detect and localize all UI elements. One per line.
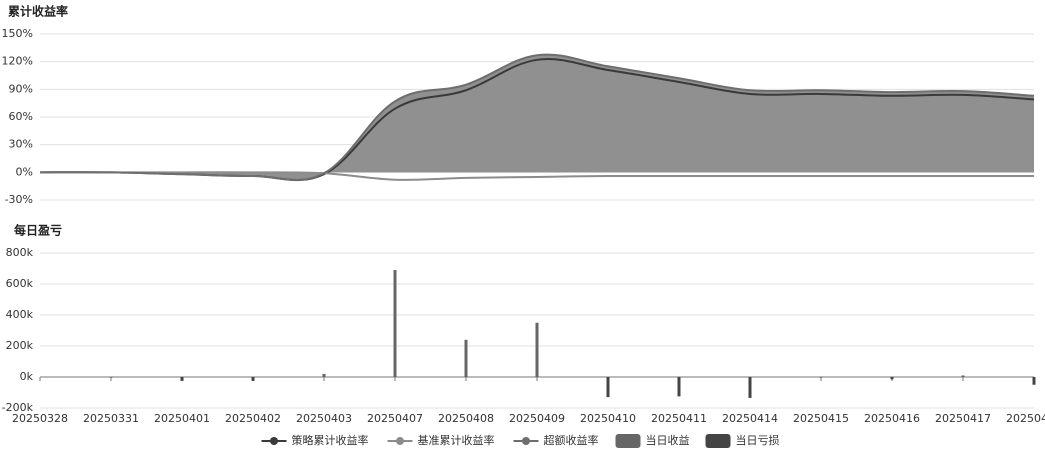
legend-label: 超额收益率 (544, 433, 599, 447)
y-tick-label: -30% (5, 193, 33, 206)
x-tick-label: 20250402 (225, 412, 281, 425)
legend-icon (522, 437, 530, 445)
x-tick-label: 20250414 (722, 412, 778, 425)
y-tick-label: 150% (2, 27, 33, 40)
bar (961, 375, 965, 377)
bar (251, 377, 255, 381)
legend-label: 策略累计收益率 (292, 433, 369, 447)
chart-title: 每日盈亏 (14, 223, 62, 238)
legend-label: 当日亏损 (736, 433, 780, 447)
y-tick-label: 600k (6, 277, 34, 290)
bar (393, 270, 397, 377)
chart-title: 累计收益率 (8, 4, 68, 19)
bar (109, 376, 113, 378)
y-tick-label: 400k (6, 308, 34, 321)
x-tick-label: 20250415 (793, 412, 849, 425)
y-tick-label: -200k (2, 401, 34, 414)
bar (1032, 377, 1036, 385)
y-tick-label: 60% (9, 110, 33, 123)
legend-label: 基准累计收益率 (418, 433, 495, 447)
bar (606, 377, 610, 398)
x-tick-label: 20250331 (83, 412, 139, 425)
bar (535, 322, 539, 377)
y-tick-label: 0k (20, 370, 34, 383)
legend-icon (705, 434, 731, 448)
bar (322, 373, 326, 377)
x-tick-label: 20250401 (154, 412, 210, 425)
line (39, 53, 1035, 181)
x-tick-label: 20250416 (864, 412, 920, 425)
bar (819, 376, 823, 378)
y-tick-label: 200k (6, 339, 34, 352)
y-tick-label: 30% (9, 138, 33, 151)
y-tick-label: 800k (6, 246, 34, 259)
y-tick-label: 90% (9, 82, 33, 95)
x-tick-label: 20250407 (367, 412, 423, 425)
bar (748, 377, 752, 398)
legend-icon (396, 437, 404, 445)
x-tick-label: 20250403 (296, 412, 352, 425)
x-tick-label: 20250328 (12, 412, 68, 425)
y-tick-label: 120% (2, 55, 33, 68)
bar (890, 377, 894, 380)
x-tick-label: 20250408 (438, 412, 494, 425)
x-tick-label: 20250410 (580, 412, 636, 425)
y-tick-label: 0% (16, 165, 33, 178)
legend-icon (270, 437, 278, 445)
x-tick-label: 20250418 (1006, 412, 1045, 425)
legend-label: 当日收益 (646, 433, 690, 447)
bar (464, 339, 468, 377)
x-tick-label: 20250411 (651, 412, 707, 425)
area (40, 54, 1034, 180)
bar (180, 377, 184, 381)
bar (677, 377, 681, 397)
x-tick-label: 20250417 (935, 412, 991, 425)
x-tick-label: 20250409 (509, 412, 565, 425)
legend-icon (615, 434, 641, 448)
line (39, 171, 1034, 181)
